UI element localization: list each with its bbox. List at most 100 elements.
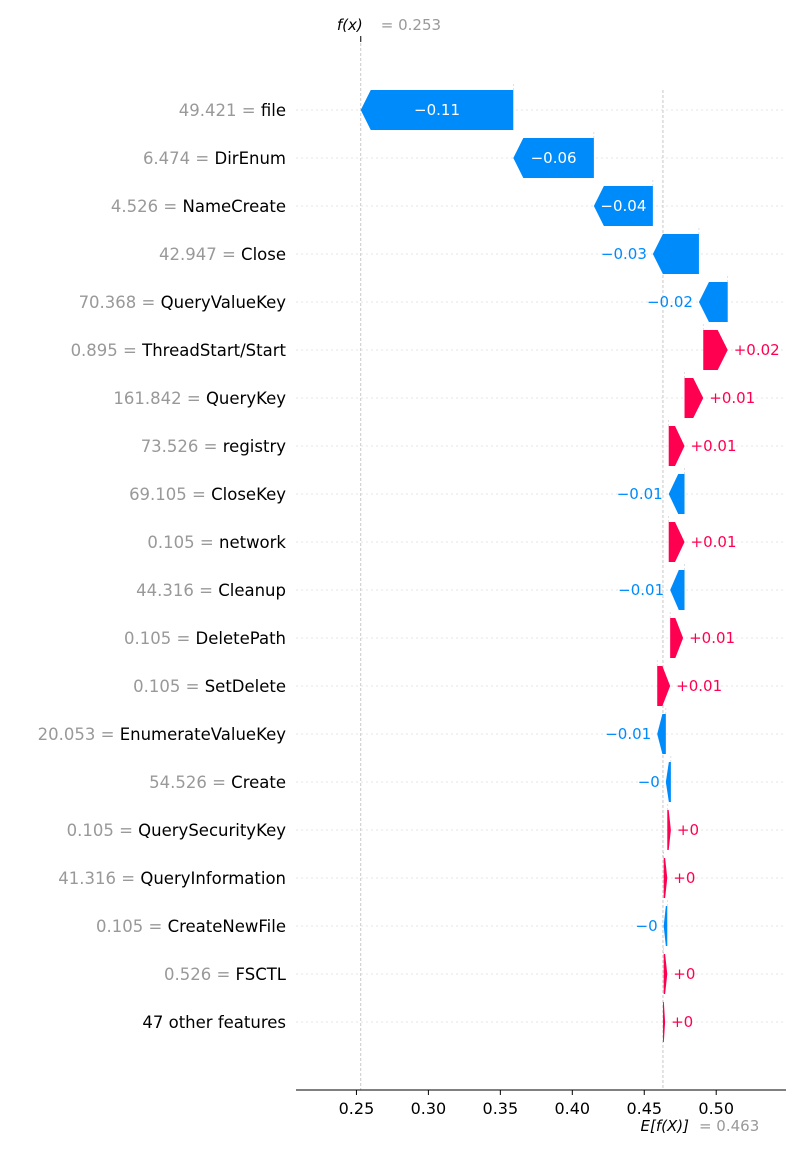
feature-name: Cleanup [218, 581, 286, 600]
feature-name: CloseKey [211, 485, 286, 504]
contribution-value-label: +0 [673, 869, 695, 887]
contribution-value-label: +0.01 [691, 533, 737, 551]
feature-value: 69.105 = [129, 485, 211, 504]
feature-value: 0.105 = [124, 629, 196, 648]
fx-value-text: = 0.253 [381, 16, 441, 34]
feature-label: 49.421 = file [179, 101, 286, 120]
negative-contribution-bar [657, 714, 666, 754]
feature-value: 20.053 = [38, 725, 120, 744]
feature-name: QueryInformation [140, 869, 286, 888]
feature-label: 44.316 = Cleanup [136, 581, 286, 600]
feature-label: 20.053 = EnumerateValueKey [38, 725, 287, 744]
feature-label: 41.316 = QueryInformation [58, 869, 286, 888]
contribution-value-label: +0 [673, 965, 695, 983]
feature-label: 0.526 = FSCTL [164, 965, 287, 984]
x-axis: 0.25 0.30 0.35 0.40 0.45 0.50 [296, 1089, 786, 1118]
feature-value: 54.526 = [149, 773, 231, 792]
positive-contribution-bar [668, 522, 685, 562]
feature-value: 41.316 = [58, 869, 140, 888]
contribution-value-label: −0.01 [617, 485, 663, 503]
feature-label: 0.105 = network [147, 533, 286, 552]
feature-value: 44.316 = [136, 581, 218, 600]
contribution-value-label: −0 [638, 773, 660, 791]
negative-contribution-bar [593, 186, 653, 226]
negative-contribution-bar [652, 234, 699, 274]
feature-value: 6.474 = [143, 149, 215, 168]
fx-label: f(x) [337, 16, 363, 34]
ex-label: E[f(X)] [641, 1117, 690, 1135]
contribution-value-label: −0.01 [605, 725, 651, 743]
feature-value: 0.105 = [67, 821, 139, 840]
feature-name: QuerySecurityKey [138, 821, 286, 840]
feature-value: 0.105 = [133, 677, 205, 696]
negative-contribution-bar [360, 90, 514, 130]
feature-name: network [219, 533, 286, 552]
x-tick-label: 0.30 [411, 1099, 447, 1118]
feature-label: 0.895 = ThreadStart/Start [71, 341, 287, 360]
feature-value: 0.105 = [96, 917, 168, 936]
negative-contribution-bar [663, 906, 668, 946]
feature-name: QueryKey [206, 389, 286, 408]
feature-label: 0.105 = SetDelete [133, 677, 286, 696]
feature-value: 49.421 = [179, 101, 261, 120]
contribution-value-label: +0.01 [691, 437, 737, 455]
feature-value: 42.947 = [159, 245, 241, 264]
feature-value: 0.895 = [71, 341, 143, 360]
feature-name: registry [223, 437, 286, 456]
ex-annotation: E[f(X)] = 0.463 [641, 1117, 760, 1135]
contribution-value-label: +0.01 [676, 677, 722, 695]
feature-name: SetDelete [205, 677, 286, 696]
contribution-value-label: +0 [671, 1013, 693, 1031]
x-tick-label: 0.40 [554, 1099, 590, 1118]
positive-contribution-bar [670, 618, 684, 658]
feature-value: 0.526 = [164, 965, 236, 984]
feature-name: file [261, 101, 286, 120]
feature-label: 47 other features [142, 1013, 286, 1032]
feature-label: 42.947 = Close [159, 245, 286, 264]
x-tick-label: 0.45 [626, 1099, 662, 1118]
contribution-value-label: −0.03 [601, 245, 647, 263]
negative-contribution-bar [665, 762, 671, 802]
fx-annotation: f(x) = 0.253 [337, 16, 441, 42]
x-tick-label: 0.50 [698, 1099, 734, 1118]
feature-value: 0.105 = [147, 533, 219, 552]
feature-name: EnumerateValueKey [120, 725, 287, 744]
feature-name: 47 other features [142, 1013, 286, 1032]
contribution-value-label: +0.01 [709, 389, 755, 407]
contribution-value-label: +0.01 [689, 629, 735, 647]
feature-labels: 49.421 = file 6.474 = DirEnum 4.526 = Name… [38, 101, 287, 1032]
negative-contribution-bar [670, 570, 685, 610]
feature-value: 73.526 = [141, 437, 223, 456]
contribution-value-label: −0.04 [600, 197, 646, 215]
positive-contribution-bar [684, 378, 704, 418]
feature-name: CreateNewFile [168, 917, 286, 936]
feature-name: DeletePath [196, 629, 286, 648]
feature-name: Close [241, 245, 286, 264]
contribution-value-label: −0.01 [618, 581, 664, 599]
negative-contribution-bar [513, 138, 594, 178]
positive-contribution-bar [667, 810, 671, 850]
feature-label: 73.526 = registry [141, 437, 287, 456]
contribution-value-label: +0.02 [734, 341, 780, 359]
feature-name: NameCreate [182, 197, 286, 216]
feature-name: QueryValueKey [161, 293, 287, 312]
ex-value-text: = 0.463 [699, 1117, 759, 1135]
feature-name: FSCTL [236, 965, 287, 984]
negative-contribution-bar [668, 474, 685, 514]
contribution-bars: −0.11 −0.06 −0.04 −0.03 −0.02 +0.02 +0.01 +0.01… [360, 90, 780, 1042]
feature-label: 4.526 = NameCreate [111, 197, 286, 216]
feature-label: 54.526 = Create [149, 773, 286, 792]
feature-label: 0.105 = CreateNewFile [96, 917, 286, 936]
feature-label: 0.105 = DeletePath [124, 629, 286, 648]
feature-label: 6.474 = DirEnum [143, 149, 286, 168]
row-gridlines [296, 82, 786, 1023]
feature-name: ThreadStart/Start [141, 341, 286, 360]
feature-name: DirEnum [215, 149, 287, 168]
contribution-value-label: −0 [636, 917, 658, 935]
feature-label: 69.105 = CloseKey [129, 485, 286, 504]
positive-contribution-bar [662, 1002, 666, 1042]
feature-value: 161.842 = [113, 389, 206, 408]
positive-contribution-bar [703, 330, 728, 370]
contribution-value-label: −0.02 [647, 293, 693, 311]
